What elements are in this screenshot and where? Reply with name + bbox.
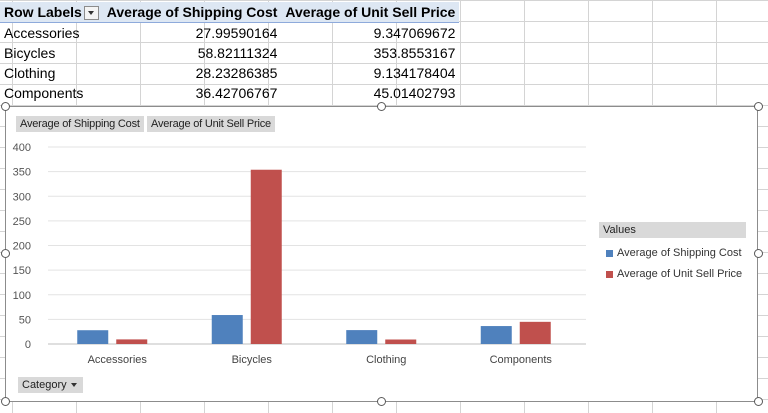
price-cell[interactable]: 9.134178404 [373,65,456,81]
legend-swatch-blue-icon [606,249,613,257]
pivot-header-row: Row Labels Average of Shipping Cost Aver… [0,2,460,23]
x-tick-label: Components [490,354,553,366]
bar-bicycles-shipping-cost[interactable] [211,315,243,344]
y-tick-label: 200 [13,241,31,253]
y-tick-label: 400 [13,142,31,154]
y-tick-label: 0 [25,339,31,351]
price-cell[interactable]: 45.01402793 [373,85,456,101]
resize-handle-top-left[interactable] [1,102,10,111]
y-tick-label: 100 [13,290,31,302]
y-axis-tick-labels: 0 50 100 150 200 250 300 350 400 [13,142,31,351]
resize-handle-bottom[interactable] [377,397,386,406]
y-tick-label: 300 [13,191,31,203]
resize-handle-bottom-right[interactable] [754,397,763,406]
legend-label: Average of Unit Sell Price [617,268,743,280]
plot-area[interactable]: 0 50 100 150 200 250 300 350 400 Accessories Bicy… [6,107,759,403]
y-tick-label: 250 [13,216,31,228]
x-tick-label: Bicycles [232,354,273,366]
row-label[interactable]: Bicycles [4,45,56,61]
bar-components-unit-sell-price[interactable] [519,321,551,344]
y-tick-label: 350 [13,167,31,179]
bar-accessories-shipping-cost[interactable] [77,330,109,344]
legend-item-shipping-cost[interactable]: Average of Shipping Cost [606,247,742,259]
shipping-cell[interactable]: 36.42706767 [195,85,278,101]
table-row[interactable]: Components 36.42706767 45.01402793 [0,83,459,103]
table-row[interactable]: Accessories 27.99590164 9.347069672 [0,23,459,44]
pivot-chart[interactable]: Average of Shipping Cost Average of Unit… [5,106,758,402]
shipping-cell[interactable]: 28.23286385 [195,65,278,81]
price-cell[interactable]: 353.8553167 [373,45,456,61]
legend-title[interactable]: Values [599,222,746,238]
resize-handle-top[interactable] [377,102,386,111]
table-row[interactable]: Bicycles 58.82111324 353.8553167 [0,43,459,63]
y-tick-label: 150 [13,265,31,277]
legend-swatch-red-icon [606,270,613,278]
row-label[interactable]: Components [4,85,84,101]
field-button-unit-sell-price[interactable]: Average of Unit Sell Price [147,116,275,132]
pivot-table: Row Labels Average of Shipping Cost Aver… [0,2,460,103]
filter-dropdown-icon[interactable] [83,6,99,21]
category-field-button[interactable]: Category [18,377,83,393]
resize-handle-right[interactable] [754,249,763,258]
x-tick-label: Clothing [366,354,406,366]
bar-clothing-unit-sell-price[interactable] [385,339,417,344]
pivot-header-row-labels-text: Row Labels [4,3,82,20]
row-label[interactable]: Clothing [4,65,56,81]
table-row[interactable]: Clothing 28.23286385 9.134178404 [0,63,459,83]
shipping-cell[interactable]: 58.82111324 [197,45,278,61]
x-tick-label: Accessories [88,354,148,366]
legend-item-unit-sell-price[interactable]: Average of Unit Sell Price [606,268,742,280]
pivot-header-row-labels[interactable]: Row Labels [0,2,103,23]
field-button-shipping-cost[interactable]: Average of Shipping Cost [16,116,144,132]
pivot-header-shipping[interactable]: Average of Shipping Cost [102,2,282,23]
bar-clothing-shipping-cost[interactable] [346,330,378,344]
gridlines [48,146,586,345]
legend-label: Average of Shipping Cost [617,247,742,259]
row-label[interactable]: Accessories [4,25,80,41]
bar-components-shipping-cost[interactable] [480,326,512,344]
x-axis-tick-labels: Accessories Bicycles Clothing Components [88,354,553,366]
resize-handle-top-right[interactable] [754,102,763,111]
resize-handle-bottom-left[interactable] [1,397,10,406]
bar-bicycles-unit-sell-price[interactable] [250,169,282,344]
resize-handle-left[interactable] [1,249,10,258]
y-tick-label: 50 [19,314,31,326]
shipping-cell[interactable]: 27.99590164 [195,25,278,41]
price-cell[interactable]: 9.347069672 [373,25,456,41]
bars [77,169,551,344]
bar-accessories-unit-sell-price[interactable] [116,339,148,344]
pivot-header-price[interactable]: Average of Unit Sell Price [281,2,460,23]
